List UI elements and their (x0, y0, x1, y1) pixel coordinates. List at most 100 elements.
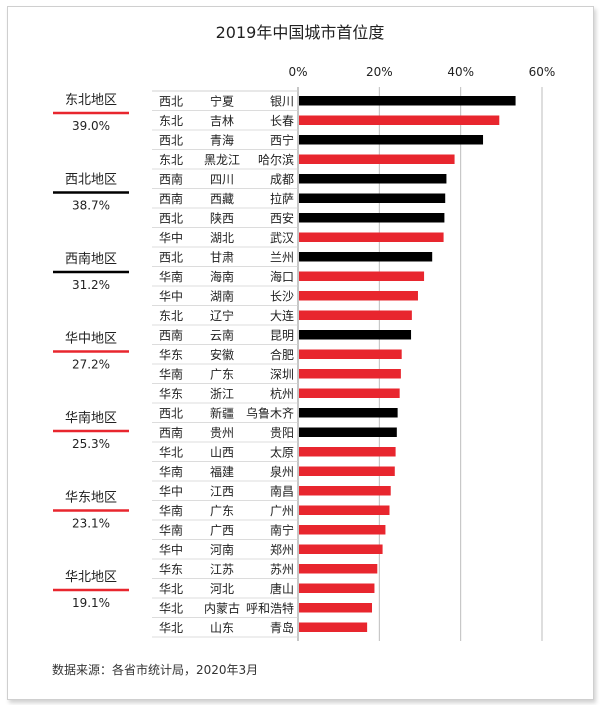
region-cell: 华南 (159, 464, 183, 479)
region-summary-value: 39.0% (72, 119, 110, 133)
bar-呼和浩特 (299, 603, 373, 613)
city-cell: 杭州 (270, 386, 294, 401)
region-cell: 华北 (159, 621, 183, 635)
region-summary-value: 38.7% (72, 199, 110, 213)
bar-泉州 (299, 466, 395, 476)
city-cell: 大连 (270, 308, 294, 323)
city-cell: 太原 (270, 444, 294, 459)
city-cell: 南宁 (270, 522, 294, 537)
region-cell: 华中 (159, 288, 183, 303)
province-cell: 安徽 (210, 347, 234, 362)
province-cell: 新疆 (210, 405, 234, 420)
bar-武汉 (299, 232, 444, 242)
region-cell: 西南 (159, 327, 183, 342)
city-cell: 成都 (270, 172, 294, 186)
region-cell: 西南 (159, 171, 183, 186)
region-cell: 东北 (159, 309, 183, 323)
region-cell: 华东 (159, 387, 183, 401)
province-cell: 江西 (210, 484, 234, 498)
province-cell: 福建 (210, 464, 234, 479)
region-summary-value: 23.1% (72, 517, 110, 531)
province-cell: 四川 (210, 172, 234, 186)
city-cell: 昆明 (270, 328, 294, 342)
bar-苏州 (299, 564, 378, 574)
region-summary-value: 19.1% (72, 596, 110, 610)
city-cell: 哈尔滨 (258, 152, 294, 167)
province-cell: 辽宁 (210, 308, 234, 323)
region-summary: 东北地区 39.0% 西北地区 38.7% 西南地区 31.2% 华中地区 27.2% 华南地区… (53, 93, 129, 610)
city-cell: 拉萨 (270, 191, 294, 206)
bar-唐山 (299, 583, 375, 593)
province-cell: 浙江 (210, 387, 234, 401)
city-cell: 乌鲁木齐 (246, 405, 294, 420)
region-cell: 东北 (159, 114, 183, 128)
gridlines (297, 87, 543, 641)
source-note: 数据来源：各省市统计局，2020年3月 (52, 662, 258, 677)
bar-西宁 (299, 135, 484, 145)
chart-title: 2019年中国城市首位度 (216, 23, 385, 42)
bar-海口 (299, 271, 425, 281)
bar-成都 (299, 174, 447, 184)
region-summary-value: 31.2% (72, 278, 110, 292)
bar-大连 (299, 310, 412, 320)
bar-青岛 (299, 622, 368, 632)
province-cell: 西藏 (210, 192, 234, 206)
province-cell: 广西 (210, 523, 234, 537)
region-cell: 西北 (159, 211, 183, 225)
bar-兰州 (299, 252, 433, 262)
bar-乌鲁木齐 (299, 408, 398, 418)
region-summary-name: 东北地区 (65, 93, 117, 108)
city-cell: 合肥 (270, 347, 294, 362)
region-cell: 华北 (159, 445, 183, 459)
region-cell: 西北 (159, 406, 183, 420)
bar-长沙 (299, 291, 418, 301)
bar-南宁 (299, 525, 386, 535)
bar-深圳 (299, 369, 401, 379)
city-cell: 深圳 (270, 367, 294, 381)
city-cell: 泉州 (270, 465, 294, 479)
region-cell: 西北 (159, 133, 183, 147)
region-cell: 西北 (159, 94, 183, 108)
province-cell: 湖南 (210, 288, 234, 303)
bars (299, 96, 516, 632)
bar-拉萨 (299, 193, 446, 203)
region-cell: 华南 (159, 269, 183, 284)
province-cell: 广东 (210, 367, 234, 381)
province-cell: 吉林 (210, 114, 234, 128)
province-cell: 山西 (210, 445, 234, 459)
bar-长春 (299, 115, 500, 125)
city-cell: 长春 (270, 114, 294, 128)
province-cell: 贵州 (210, 426, 234, 440)
province-cell: 宁夏 (210, 93, 234, 108)
region-cell: 华南 (159, 366, 183, 381)
x-tick-label: 40% (447, 65, 474, 79)
city-cell: 苏州 (270, 562, 294, 576)
city-cell: 南昌 (270, 483, 294, 498)
bar-哈尔滨 (299, 154, 455, 164)
region-cell: 华北 (159, 601, 183, 615)
city-cell: 银川 (270, 94, 294, 108)
bar-太原 (299, 447, 396, 457)
province-cell: 甘肃 (210, 250, 234, 264)
region-cell: 华南 (159, 503, 183, 518)
region-summary-name: 华南地区 (65, 410, 117, 426)
city-cell: 青岛 (270, 620, 294, 635)
province-cell: 河北 (210, 582, 234, 596)
region-cell: 东北 (159, 153, 183, 167)
city-cell: 兰州 (270, 250, 294, 264)
city-cell: 长沙 (270, 289, 294, 303)
province-cell: 黑龙江 (204, 153, 240, 167)
bar-广州 (299, 505, 390, 515)
city-cell: 西安 (270, 210, 294, 225)
region-summary-name: 华东地区 (65, 491, 117, 506)
x-tick-label: 0% (288, 65, 307, 79)
region-cell: 华中 (159, 230, 183, 245)
region-summary-name: 西南地区 (65, 251, 117, 267)
region-summary-value: 25.3% (72, 437, 110, 451)
city-cell: 武汉 (270, 231, 294, 245)
region-cell: 西南 (159, 425, 183, 440)
province-cell: 山东 (210, 621, 234, 635)
province-cell: 青海 (210, 132, 234, 147)
region-cell: 华北 (159, 582, 183, 596)
